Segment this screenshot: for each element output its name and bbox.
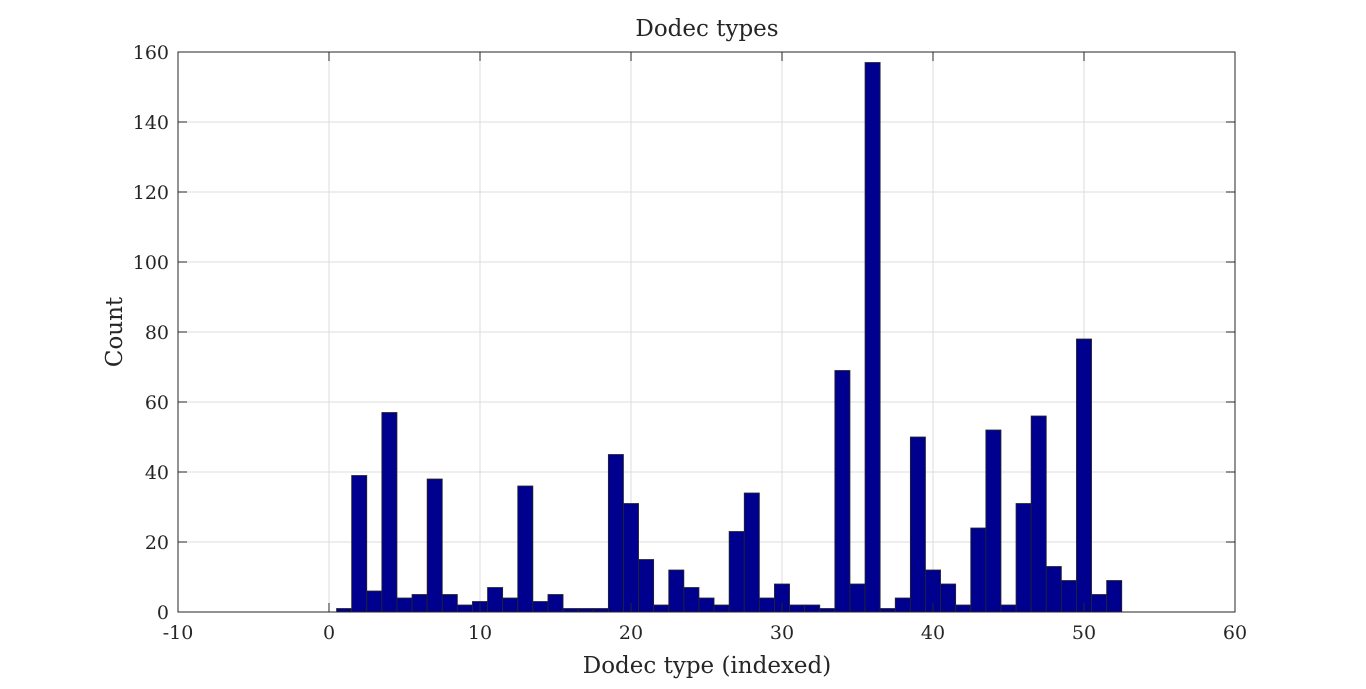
- histogram-bar: [743, 492, 760, 613]
- histogram-bar: [456, 604, 473, 613]
- histogram-bar: [1060, 580, 1077, 613]
- histogram-bar: [804, 604, 821, 613]
- y-tick-label: 120: [133, 182, 169, 204]
- x-tick-label: 40: [921, 622, 945, 644]
- histogram-bar: [970, 527, 987, 613]
- x-tick-label: 0: [323, 622, 335, 644]
- y-tick-label: 140: [133, 112, 169, 134]
- histogram-bar: [940, 583, 957, 613]
- histogram-bar: [411, 594, 428, 613]
- histogram-bar: [728, 531, 745, 613]
- histogram-bar: [381, 412, 398, 613]
- histogram-bar: [592, 608, 609, 613]
- histogram-bar: [864, 62, 881, 613]
- x-tick-label: 10: [468, 622, 492, 644]
- histogram-bar: [547, 594, 564, 613]
- histogram-bar: [894, 597, 911, 613]
- y-tick-label: 40: [145, 462, 169, 484]
- x-tick-label: 60: [1223, 622, 1247, 644]
- histogram-bar: [623, 503, 639, 613]
- y-axis-title: Count: [102, 296, 128, 367]
- histogram-bar: [653, 604, 670, 613]
- histogram-bar: [396, 597, 413, 613]
- histogram-bar: [955, 604, 972, 613]
- x-axis-title: Dodec type (indexed): [583, 653, 831, 679]
- histogram-bar: [426, 478, 443, 613]
- histogram-bar: [758, 597, 775, 613]
- histogram-bar: [366, 590, 383, 613]
- y-tick-label: 60: [145, 392, 169, 414]
- histogram-bar: [985, 429, 1002, 613]
- histogram-bar: [532, 601, 549, 613]
- histogram-bar: [909, 436, 926, 613]
- histogram-bar: [879, 608, 896, 613]
- y-tick-label: 100: [133, 252, 169, 274]
- histogram-bar: [336, 608, 353, 613]
- histogram-bar: [668, 569, 685, 613]
- histogram-bar: [713, 604, 730, 613]
- histogram-bar: [698, 597, 715, 613]
- histogram-bar: [819, 608, 836, 613]
- histogram-bar: [607, 454, 624, 613]
- x-tick-label: 50: [1072, 622, 1096, 644]
- y-tick-label: 80: [145, 322, 169, 344]
- histogram-bar: [834, 370, 851, 613]
- x-tick-label: 30: [770, 622, 794, 644]
- x-tick-label: -10: [163, 622, 194, 644]
- histogram-bar: [487, 587, 504, 613]
- histogram-bar: [1076, 338, 1092, 613]
- histogram-bar: [441, 594, 458, 613]
- histogram-bar: [351, 475, 368, 613]
- histogram-bar: [502, 597, 519, 613]
- histogram-bar: [1000, 604, 1017, 613]
- histogram-bar: [517, 485, 534, 613]
- y-tick-label: 160: [133, 42, 169, 64]
- y-tick-label: 20: [145, 532, 169, 554]
- histogram-bar: [577, 608, 594, 613]
- histogram-bar: [562, 608, 579, 613]
- histogram-bar: [789, 604, 806, 613]
- histogram-bar: [1015, 503, 1032, 613]
- histogram-bar: [1045, 566, 1062, 613]
- histogram-bar: [638, 559, 655, 613]
- histogram-bar: [1091, 594, 1108, 613]
- bars-layer: [336, 62, 1123, 613]
- histogram-bar: [683, 587, 700, 613]
- histogram-bar: [1106, 580, 1123, 613]
- x-tick-label: 20: [619, 622, 643, 644]
- histogram-bar: [849, 583, 866, 613]
- chart-title: Dodec types: [635, 16, 778, 42]
- histogram-bar: [1030, 415, 1047, 613]
- y-tick-label: 0: [157, 602, 169, 624]
